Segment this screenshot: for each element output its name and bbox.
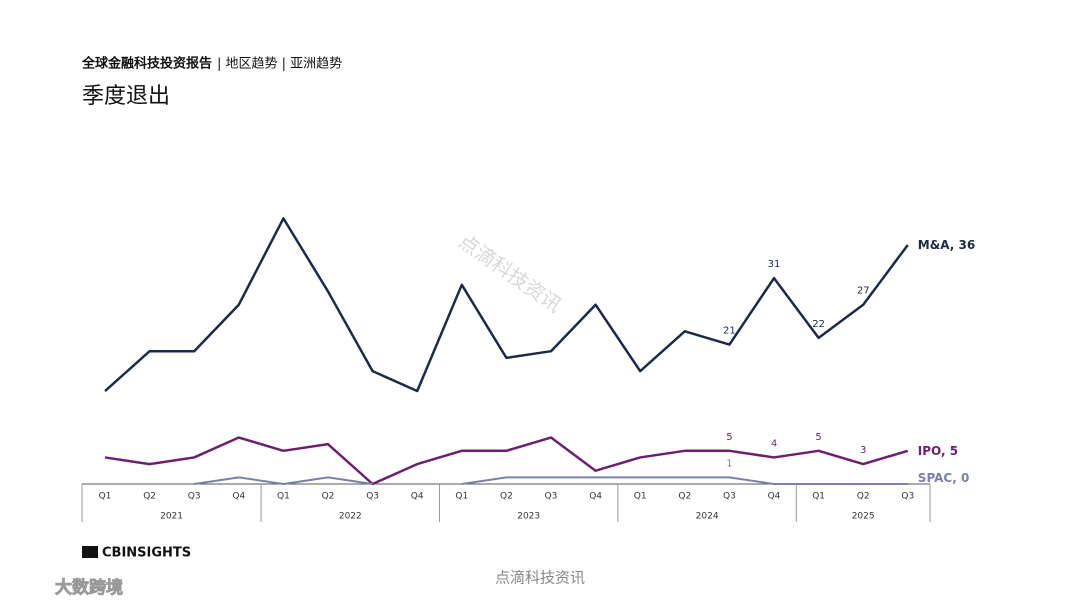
logo: CBINSIGHTS <box>102 546 191 561</box>
line-series <box>461 476 908 485</box>
x-group-label: 2021 <box>160 512 183 522</box>
x-tick-label: Q4 <box>232 492 245 502</box>
data-label: 1 <box>726 458 732 469</box>
line-series <box>104 217 909 393</box>
x-tick-label: Q1 <box>99 492 112 502</box>
x-tick-label: Q3 <box>188 492 201 502</box>
x-tick-label: Q4 <box>589 492 602 502</box>
plot: Q1 Q2 Q3 Q4 Q1 Q2 Q3 Q4 Q1 Q2 Q3 Q4 Q1 Q2 Q3 Q4 Q1 Q2 Q3 20… <box>81 217 975 522</box>
line-series <box>194 476 373 485</box>
series-end-label: M&A, 36 <box>918 237 975 251</box>
end-value: 0 <box>961 471 969 485</box>
separator: , <box>941 443 950 457</box>
x-group-label: 2023 <box>517 512 540 522</box>
x-tick-label: Q3 <box>545 492 558 502</box>
data-label: 5 <box>815 432 821 443</box>
x-tick-label: Q3 <box>723 492 736 502</box>
footer-watermark: 点滴科技资讯 <box>495 569 585 587</box>
x-tick-label: Q1 <box>812 492 825 502</box>
x-tick-label: Q2 <box>857 492 870 502</box>
data-label: 5 <box>726 432 732 443</box>
x-tick-label: Q2 <box>143 492 156 502</box>
x-tick-label: Q3 <box>901 492 914 502</box>
data-label: 27 <box>857 286 870 297</box>
x-tick-label: Q2 <box>678 492 691 502</box>
x-tick-label: Q4 <box>768 492 781 502</box>
x-tick-label: Q4 <box>411 492 424 502</box>
corner-watermark: 大数跨境 <box>55 577 123 598</box>
end-value: 5 <box>950 443 958 457</box>
legend-name: IPO <box>918 443 941 457</box>
x-group-label: 2022 <box>339 512 362 522</box>
line-series <box>104 436 909 486</box>
x-tick-label: Q1 <box>455 492 468 502</box>
separator: , <box>952 471 961 485</box>
separator: , <box>950 237 959 251</box>
series-end-label: SPAC, 0 <box>918 471 970 485</box>
x-tick-label: Q1 <box>634 492 647 502</box>
data-label: 22 <box>812 319 825 330</box>
x-tick-label: Q1 <box>277 492 290 502</box>
section-name: | 地区趋势 | 亚洲趋势 <box>217 56 342 72</box>
x-group-label: 2024 <box>696 512 719 522</box>
logo-icon <box>82 546 98 558</box>
legend-name: M&A <box>918 237 950 251</box>
x-tick-label: Q2 <box>500 492 513 502</box>
legend-name: SPAC <box>918 471 953 485</box>
series-end-label: IPO, 5 <box>918 443 958 457</box>
x-tick-label: Q2 <box>322 492 335 502</box>
data-label: 21 <box>723 326 736 337</box>
data-label: 4 <box>771 438 777 449</box>
x-group-label: 2025 <box>852 512 875 522</box>
report-name: 全球金融科技投资报告 <box>81 56 212 72</box>
chart-title: 季度退出 <box>82 84 170 109</box>
data-label: 3 <box>860 445 866 456</box>
end-value: 36 <box>958 237 975 251</box>
watermark: 点滴科技资讯 <box>454 229 566 317</box>
x-tick-label: Q3 <box>366 492 379 502</box>
data-label: 31 <box>768 259 781 270</box>
